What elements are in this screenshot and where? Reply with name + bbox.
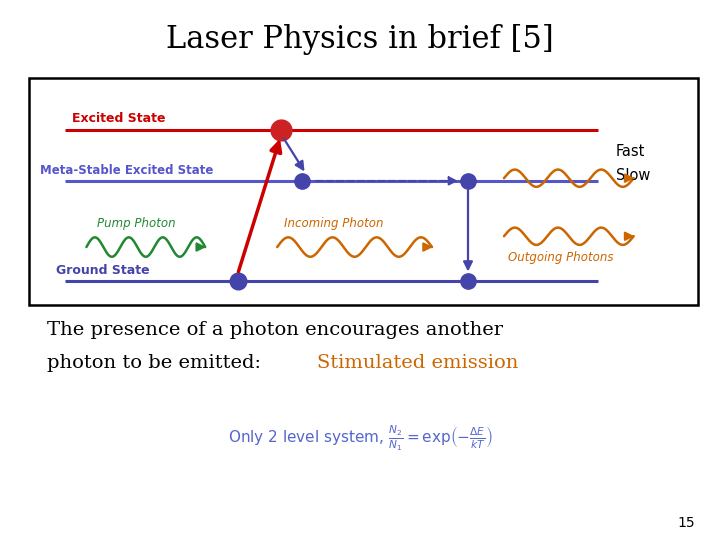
Text: photon to be emitted:: photon to be emitted: — [47, 354, 267, 372]
Text: Fast: Fast — [616, 144, 645, 159]
Text: Stimulated emission: Stimulated emission — [317, 354, 518, 372]
Text: Incoming Photon: Incoming Photon — [284, 217, 384, 230]
Text: Only 2 level system, $\frac{N_2}{N_1} = \exp\!\left(-\frac{\Delta E}{kT}\right)$: Only 2 level system, $\frac{N_2}{N_1} = … — [228, 424, 492, 453]
Text: Ground State: Ground State — [56, 264, 150, 277]
FancyBboxPatch shape — [29, 78, 698, 305]
Text: 15: 15 — [678, 516, 695, 530]
Text: Meta-Stable Excited State: Meta-Stable Excited State — [40, 164, 213, 177]
Text: Outgoing Photons: Outgoing Photons — [508, 252, 613, 265]
Text: Laser Physics in brief [5]: Laser Physics in brief [5] — [166, 24, 554, 55]
Text: Pump Photon: Pump Photon — [97, 217, 176, 230]
Text: Slow: Slow — [616, 168, 650, 183]
Text: The presence of a photon encourages another: The presence of a photon encourages anot… — [47, 321, 503, 339]
Text: Excited State: Excited State — [72, 112, 166, 125]
